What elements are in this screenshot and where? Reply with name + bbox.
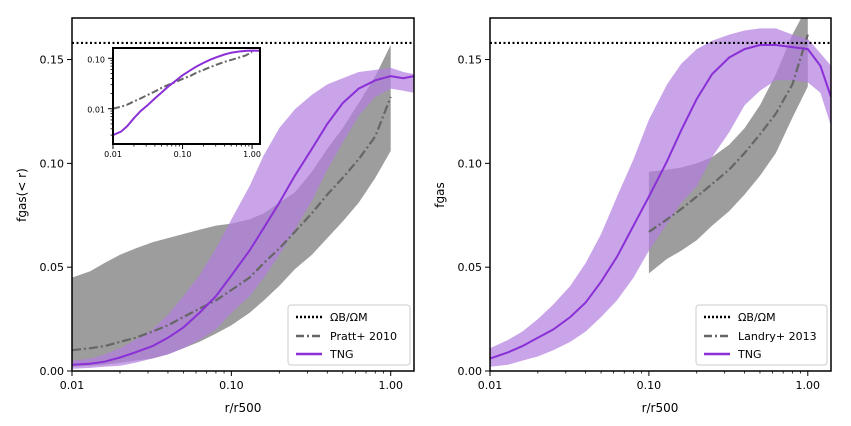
tng-line: [72, 75, 414, 366]
inset-pratt-line: [113, 51, 253, 110]
legend-tng-label: TNG: [329, 348, 353, 361]
inset-xtick-label: 1.00: [243, 150, 261, 159]
tng-band: [72, 67, 414, 369]
right-ytick-label: 0.10: [458, 157, 483, 170]
right-legend-box: [695, 304, 828, 366]
left-xtick-label: 1.00: [378, 379, 403, 392]
left-ytick-label: 0.15: [40, 54, 65, 67]
tng-band: [490, 28, 831, 367]
right-ytick-label: 0.05: [458, 261, 483, 274]
pratt-band: [72, 45, 391, 367]
right-legend: ΩB/ΩM Landry+ 2013 TNG: [695, 304, 828, 366]
right-panel: fgas 0.01 0.10 1.00 0.00 0.05 0.10 0.15 ΩB/ΩM …: [433, 17, 832, 415]
left-xtick-label: 0.10: [219, 379, 244, 392]
landry-band: [648, 18, 808, 274]
legend-baryon-label-right: ΩB/ΩM: [738, 311, 776, 324]
left-ytick-label: 0.05: [40, 261, 65, 274]
left-panel: fgas(< r) 0.01 0.10 1.00 0.00 0.05 0.10 0.15 0…: [15, 17, 415, 415]
left-frame: [71, 17, 415, 372]
left-xlabel: r/r500: [225, 401, 262, 415]
legend-pratt-label: Pratt+ 2010: [330, 330, 397, 343]
inset-tng-line: [113, 49, 260, 137]
left-plot-area: 0.01 0.10 1.00 0.00 0.05 0.10 0.15: [40, 17, 415, 392]
left-legend-box: [287, 304, 411, 366]
inset-background: [113, 48, 260, 144]
left-legend: ΩB/ΩM Pratt+ 2010 TNG: [287, 304, 411, 366]
right-y-axis-title: fgas: [433, 182, 447, 207]
left-ylabel: fgas(< r): [15, 168, 29, 222]
inset-xtick-label: 0.01: [104, 150, 122, 159]
legend-baryon-label: ΩB/ΩM: [330, 311, 368, 324]
left-ytick-label: 0.00: [40, 365, 65, 378]
right-ylabel: fgas: [433, 182, 447, 207]
legend-landry-label: Landry+ 2013: [738, 330, 817, 343]
legend-tng-label-right: TNG: [737, 348, 761, 361]
right-plot-area: 0.01 0.10 1.00 0.00 0.05 0.10 0.15: [458, 17, 832, 392]
tng-line: [490, 44, 831, 360]
pratt-line: [72, 96, 392, 352]
right-xtick-label: 0.01: [478, 379, 503, 392]
left-y-axis-title: fgas(< r): [15, 168, 29, 222]
inset-xtick-label: 0.10: [174, 150, 192, 159]
right-ytick-label: 0.15: [458, 54, 483, 67]
inset-ytick-label: 0.01: [87, 106, 105, 115]
right-xtick-label: 0.10: [637, 379, 662, 392]
right-ytick-label: 0.00: [458, 365, 483, 378]
right-xtick-label: 1.00: [796, 379, 821, 392]
inset-ytick-label: 0.10: [87, 55, 105, 64]
inset-frame: [112, 47, 261, 145]
left-xtick-label: 0.01: [60, 379, 85, 392]
right-frame: [489, 17, 832, 372]
right-xlabel: r/r500: [642, 401, 679, 415]
left-inset: 0.01 0.10 1.00 0.01 0.10: [87, 47, 261, 159]
left-ytick-label: 0.10: [40, 157, 65, 170]
